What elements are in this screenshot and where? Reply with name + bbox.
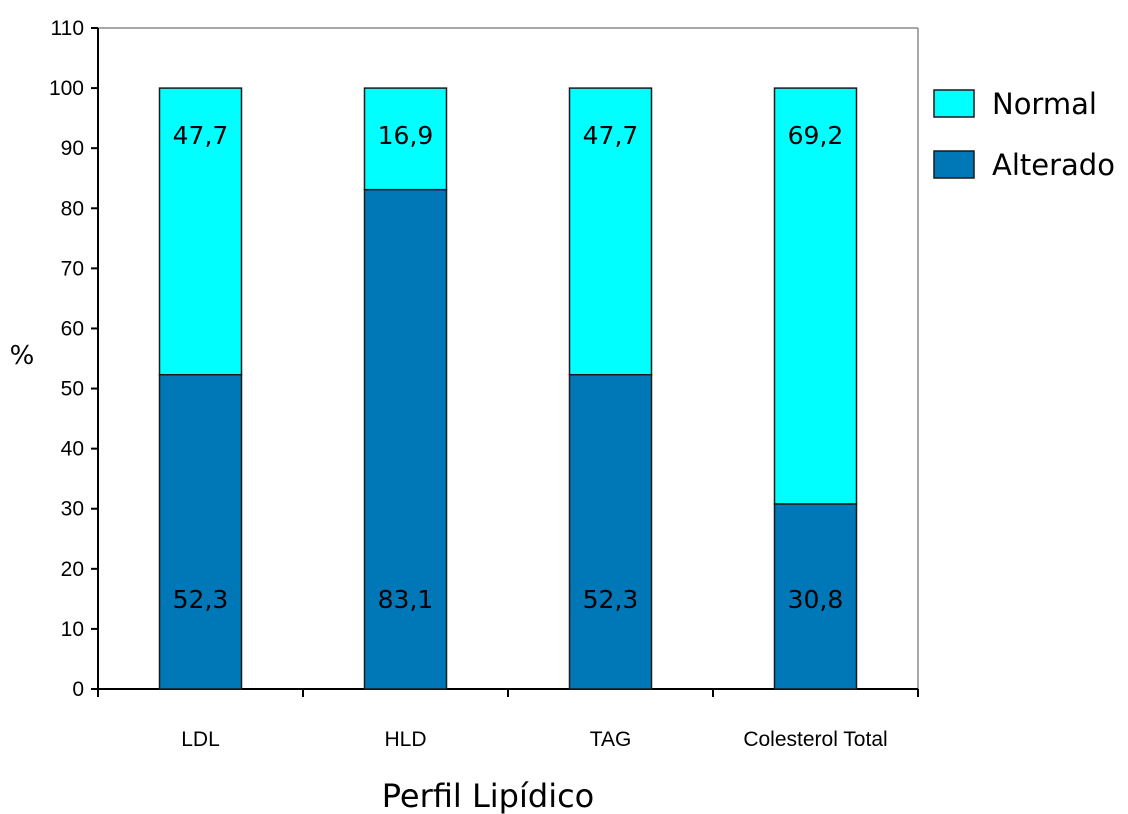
x-category-label: HLD bbox=[384, 728, 426, 751]
y-tick-label: 20 bbox=[61, 558, 84, 581]
y-tick-label: 0 bbox=[72, 678, 84, 701]
chart-legend: Normal Alterado bbox=[933, 87, 1115, 182]
y-tick-label: 80 bbox=[61, 197, 84, 220]
bar-alterado-colesterol-total bbox=[773, 503, 858, 690]
y-tick-label: 70 bbox=[61, 257, 84, 280]
bar-normal-ldl bbox=[158, 87, 243, 376]
y-tick-label: 90 bbox=[61, 137, 84, 160]
data-label-alterado: 30,8 bbox=[788, 585, 844, 614]
bar-alterado-hld bbox=[363, 188, 448, 690]
legend-label-normal: Normal bbox=[992, 87, 1097, 121]
y-tick-label: 40 bbox=[61, 438, 84, 461]
x-axis-title: Perfil Lipídico bbox=[382, 777, 595, 814]
data-label-normal: 47,7 bbox=[583, 121, 639, 150]
x-category-label: Colesterol Total bbox=[743, 728, 887, 751]
data-label-normal: 47,7 bbox=[173, 121, 229, 150]
chart-axes: 0 10 20 30 40 50 60 70 80 90 100 110 LDL HLD TAG Colest… bbox=[49, 17, 919, 751]
y-tick-label: 50 bbox=[61, 378, 84, 401]
y-tick-label: 100 bbox=[49, 77, 84, 100]
y-tick-label: 60 bbox=[61, 317, 84, 340]
chart-data-labels: 52,3 47,7 83,1 16,9 52,3 47,7 30,8 69,2 bbox=[173, 121, 844, 614]
bar-alterado-tag bbox=[568, 373, 653, 690]
x-category-label: LDL bbox=[181, 728, 220, 751]
bar-normal-tag bbox=[568, 87, 653, 376]
data-label-alterado: 52,3 bbox=[583, 585, 639, 614]
y-tick-label: 110 bbox=[51, 17, 84, 40]
x-category-label: TAG bbox=[590, 728, 632, 751]
data-label-normal: 16,9 bbox=[378, 121, 434, 150]
legend-swatch-normal bbox=[933, 89, 975, 118]
data-label-normal: 69,2 bbox=[788, 121, 844, 150]
legend-label-alterado: Alterado bbox=[992, 148, 1115, 182]
y-axis-title: % bbox=[10, 341, 35, 371]
y-tick-label: 10 bbox=[61, 618, 84, 641]
data-label-alterado: 52,3 bbox=[173, 585, 229, 614]
chart-bars bbox=[158, 87, 858, 690]
bar-normal-colesterol-total bbox=[773, 87, 858, 505]
data-label-alterado: 83,1 bbox=[378, 585, 434, 614]
bar-alterado-ldl bbox=[158, 373, 243, 690]
bar-normal-hld bbox=[363, 87, 448, 191]
legend-swatch-alterado bbox=[933, 150, 975, 179]
y-tick-label: 30 bbox=[61, 498, 84, 521]
